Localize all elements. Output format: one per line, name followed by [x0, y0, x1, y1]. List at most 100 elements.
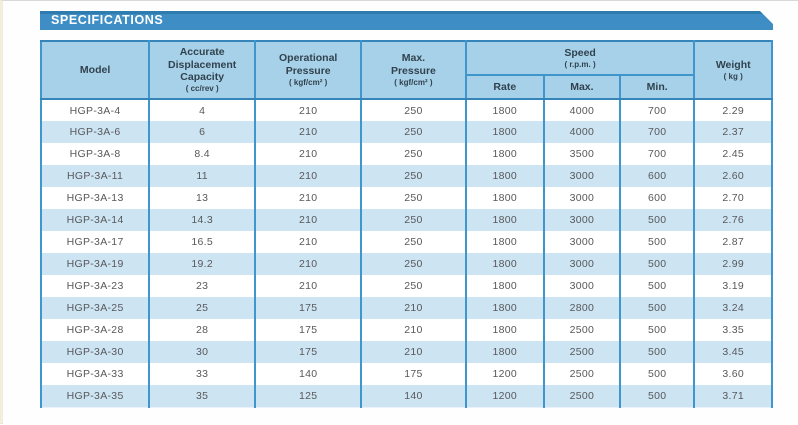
cell-model: HGP-3A-13	[39, 187, 151, 209]
specifications-table: Model Accurate Displacement Capacity ( c…	[39, 40, 773, 408]
cell-max-pressure: 210	[360, 319, 467, 341]
cell-rate: 1200	[464, 385, 545, 408]
cell-op-pressure: 210	[254, 121, 363, 143]
col-header-speed-label: Speed	[564, 46, 596, 59]
cell-op-pressure: 210	[254, 165, 363, 187]
cell-max-pressure: 140	[360, 385, 467, 408]
cell-weight: 2.60	[693, 165, 773, 187]
cell-rate: 1800	[464, 187, 545, 209]
cell-min: 500	[618, 275, 696, 297]
cell-weight: 3.24	[693, 297, 773, 319]
col-header-max-pressure: Max. Pressure ( kgf/cm² )	[360, 40, 467, 100]
cell-model: HGP-3A-14	[39, 209, 151, 231]
cell-capacity: 19.2	[148, 253, 257, 275]
cell-model: HGP-3A-17	[39, 231, 151, 253]
cell-max-pressure: 250	[360, 253, 467, 275]
cell-capacity: 6	[148, 121, 257, 143]
cell-min: 700	[618, 99, 696, 121]
col-header-speed-group: Speed ( r.p.m. )	[464, 40, 696, 76]
cell-max-pressure: 175	[360, 363, 467, 385]
cell-max-pressure: 250	[360, 165, 467, 187]
cell-op-pressure: 210	[254, 209, 363, 231]
cell-min: 500	[618, 231, 696, 253]
cell-model: HGP-3A-19	[39, 253, 151, 275]
table-row: HGP-3A-28 28 175 210 1800 2500 500 3.35	[39, 319, 773, 341]
cell-capacity: 11	[148, 165, 257, 187]
cell-capacity: 16.5	[148, 231, 257, 253]
cell-model: HGP-3A-11	[39, 165, 151, 187]
table-row: HGP-3A-25 25 175 210 1800 2800 500 3.24	[39, 297, 773, 319]
table-row: HGP-3A-11 11 210 250 1800 3000 600 2.60	[39, 165, 773, 187]
col-header-max-pressure-label: Max. Pressure	[390, 52, 436, 77]
col-header-speed-min: Min.	[618, 75, 696, 100]
cell-rate: 1800	[464, 253, 545, 275]
cell-rate: 1800	[464, 275, 545, 297]
cell-model: HGP-3A-8	[39, 143, 151, 165]
cell-op-pressure: 210	[254, 143, 363, 165]
col-header-capacity: Accurate Displacement Capacity ( cc/rev …	[148, 40, 257, 100]
table-row: HGP-3A-30 30 175 210 1800 2500 500 3.45	[39, 341, 773, 363]
col-header-speed-unit: ( r.p.m. )	[564, 59, 596, 69]
cell-capacity: 30	[148, 341, 257, 363]
cell-max: 3000	[542, 187, 621, 209]
cell-op-pressure: 210	[254, 253, 363, 275]
cell-max: 4000	[542, 99, 621, 121]
col-header-operational-pressure-unit: ( kgf/cm² )	[289, 78, 328, 88]
cell-rate: 1800	[464, 297, 545, 319]
cell-op-pressure: 210	[254, 275, 363, 297]
cell-weight: 2.45	[693, 143, 773, 165]
cell-max-pressure: 250	[360, 143, 467, 165]
table-row: HGP-3A-33 33 140 175 1200 2500 500 3.60	[39, 363, 773, 385]
cell-min: 700	[618, 143, 696, 165]
cell-max: 4000	[542, 121, 621, 143]
cell-max: 3000	[542, 209, 621, 231]
cell-max-pressure: 250	[360, 275, 467, 297]
cell-min: 500	[618, 209, 696, 231]
table-row: HGP-3A-35 35 125 140 1200 2500 500 3.71	[39, 385, 773, 408]
cell-max: 2500	[542, 341, 621, 363]
col-header-model-label: Model	[79, 63, 111, 76]
cell-weight: 2.70	[693, 187, 773, 209]
cell-max-pressure: 250	[360, 121, 467, 143]
cell-model: HGP-3A-6	[39, 121, 151, 143]
cell-rate: 1800	[464, 165, 545, 187]
cell-rate: 1800	[464, 209, 545, 231]
cell-model: HGP-3A-35	[39, 385, 151, 408]
col-header-speed-rate: Rate	[464, 75, 545, 100]
cell-op-pressure: 210	[254, 231, 363, 253]
table-row: HGP-3A-19 19.2 210 250 1800 3000 500 2.99	[39, 253, 773, 275]
cell-capacity: 23	[148, 275, 257, 297]
cell-max: 2500	[542, 319, 621, 341]
cell-min: 500	[618, 319, 696, 341]
cell-rate: 1200	[464, 363, 545, 385]
cell-weight: 2.29	[693, 99, 773, 121]
cell-max: 2800	[542, 297, 621, 319]
col-header-model: Model	[39, 40, 151, 100]
cell-weight: 2.76	[693, 209, 773, 231]
cell-max-pressure: 250	[360, 209, 467, 231]
cell-capacity: 8.4	[148, 143, 257, 165]
cell-min: 600	[618, 165, 696, 187]
table-row: HGP-3A-4 4 210 250 1800 4000 700 2.29	[39, 99, 773, 121]
cell-weight: 3.60	[693, 363, 773, 385]
table-header: Model Accurate Displacement Capacity ( c…	[39, 40, 773, 100]
cell-rate: 1800	[464, 319, 545, 341]
cell-max-pressure: 250	[360, 187, 467, 209]
cell-max-pressure: 250	[360, 99, 467, 121]
cell-rate: 1800	[464, 99, 545, 121]
cell-capacity: 14.3	[148, 209, 257, 231]
cell-op-pressure: 175	[254, 341, 363, 363]
cell-min: 500	[618, 363, 696, 385]
section-title: SPECIFICATIONS	[51, 13, 164, 27]
cell-max-pressure: 210	[360, 341, 467, 363]
cell-max: 2500	[542, 385, 621, 408]
table-body: HGP-3A-4 4 210 250 1800 4000 700 2.29 HGP-3A-6 6 2…	[39, 99, 773, 408]
cell-min: 600	[618, 187, 696, 209]
cell-rate: 1800	[464, 143, 545, 165]
cell-max: 3000	[542, 231, 621, 253]
cell-capacity: 4	[148, 99, 257, 121]
cell-weight: 3.45	[693, 341, 773, 363]
cell-model: HGP-3A-33	[39, 363, 151, 385]
cell-max: 3500	[542, 143, 621, 165]
cell-op-pressure: 140	[254, 363, 363, 385]
